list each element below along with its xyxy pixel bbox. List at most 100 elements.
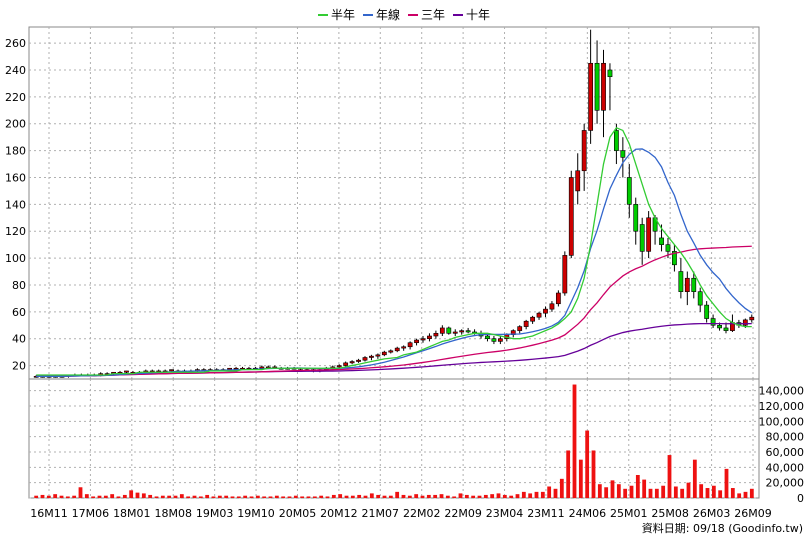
volume-bar	[743, 491, 748, 498]
candle-body	[691, 277, 697, 292]
volume-bar	[84, 494, 89, 498]
candle-body	[124, 370, 129, 373]
volume-bar	[65, 496, 70, 498]
x-tick-label: 20M05	[279, 507, 317, 520]
candle-body	[555, 292, 561, 305]
volume-bar	[110, 494, 115, 498]
volume-bar	[230, 496, 235, 498]
x-tick-label: 22M09	[444, 507, 482, 520]
candle-body	[684, 277, 690, 292]
candle-body	[646, 217, 652, 252]
volume-bar	[692, 459, 697, 498]
volume-bar	[420, 495, 425, 498]
volume-bar	[483, 494, 488, 498]
candle-body	[523, 320, 529, 327]
volume-bar	[667, 455, 672, 498]
candle-body	[394, 347, 400, 352]
volume-bar	[376, 494, 381, 498]
volume-bar	[711, 485, 716, 498]
candle-body	[459, 330, 465, 333]
volume-bar	[198, 496, 203, 498]
volume-bar	[654, 488, 659, 498]
x-tick-label: 21M07	[362, 507, 400, 520]
candle-body	[588, 62, 594, 131]
volume-bar	[509, 495, 514, 498]
volume-bar	[91, 496, 96, 498]
volume-bar	[610, 480, 615, 498]
volume-bar	[306, 496, 311, 498]
volume-bar	[268, 496, 273, 498]
volume-bar	[629, 485, 634, 498]
candle-body	[420, 338, 426, 341]
price-plot-frame	[28, 26, 760, 380]
candle-body	[601, 62, 606, 111]
volume-bar	[540, 491, 545, 498]
x-tick-label: 19M03	[196, 507, 234, 520]
candle-body	[749, 316, 755, 321]
volume-bar	[262, 496, 267, 498]
volume-bar	[363, 495, 368, 498]
candle-body	[491, 338, 497, 342]
candle-body	[562, 255, 568, 294]
volume-bar	[205, 494, 210, 498]
candle-body	[742, 319, 748, 326]
candle-body	[530, 316, 535, 322]
volume-bar	[300, 496, 305, 498]
candle-body	[349, 361, 355, 364]
volume-bar	[255, 495, 260, 498]
volume-bar	[591, 450, 596, 498]
volume-bar	[186, 496, 191, 498]
candle-body	[594, 62, 600, 111]
candle-body	[369, 355, 374, 358]
volume-bar	[331, 494, 336, 498]
candle-body	[336, 365, 342, 368]
candle-body	[407, 342, 413, 348]
volume-bar	[521, 491, 526, 498]
candle-body	[665, 244, 671, 252]
volume-bar	[490, 494, 495, 498]
candle-body	[381, 351, 387, 356]
volume-bar	[236, 496, 241, 498]
volume-bar	[293, 495, 298, 498]
volume-bar	[325, 496, 330, 498]
price-y-tick-label: 120	[5, 225, 26, 238]
volume-bar	[319, 495, 324, 498]
volume-bar	[566, 450, 571, 498]
candle-body	[620, 150, 626, 158]
candle-body	[536, 312, 542, 318]
volume-y-tick-label: 60,000	[766, 446, 805, 459]
volume-bar	[287, 496, 292, 498]
volume-bar	[547, 486, 552, 498]
candle-body	[362, 357, 368, 361]
candle-body	[452, 331, 458, 334]
volume-plot-frame	[28, 378, 760, 499]
volume-bar	[553, 488, 558, 498]
volume-bar	[344, 495, 349, 498]
legend: 半年 年線 三年 十年	[318, 7, 490, 22]
volume-y-tick-label: 120,000	[759, 400, 805, 413]
volume-bar	[211, 496, 216, 498]
volume-bar	[97, 495, 102, 498]
candle-body	[439, 327, 445, 334]
volume-bar	[623, 488, 628, 498]
volume-bar	[382, 495, 387, 498]
volume-bar	[160, 495, 165, 498]
x-tick-label: 26M09	[734, 507, 772, 520]
price-moving-averages	[36, 126, 753, 377]
volume-bar	[673, 486, 678, 498]
x-tick-label: 16M11	[30, 507, 68, 520]
volume-bar	[426, 494, 431, 498]
candle-body	[446, 327, 452, 334]
x-tick-label: 19M10	[237, 507, 275, 520]
legend-label-ten-year: 十年	[466, 8, 490, 22]
volume-y-tick-label: 40,000	[766, 461, 805, 474]
candle-body	[639, 224, 645, 252]
volume-bar	[173, 495, 178, 498]
candle-body	[704, 304, 710, 319]
volume-bar	[46, 495, 51, 498]
candle-body	[575, 170, 581, 192]
volume-bar	[699, 484, 704, 498]
volume-bar	[686, 482, 691, 498]
volume-bar	[528, 493, 533, 498]
